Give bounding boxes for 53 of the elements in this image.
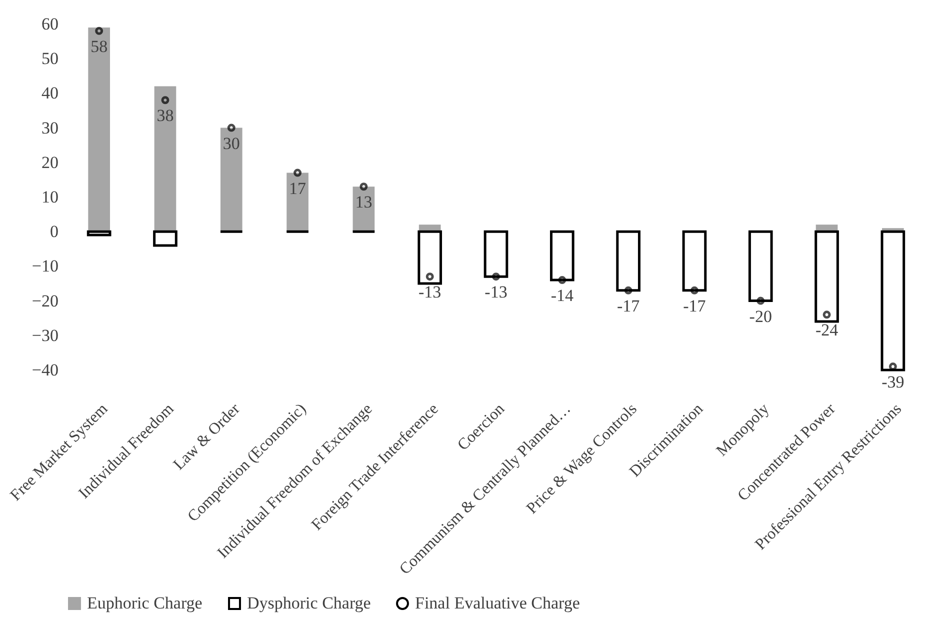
y-tick-label: 60	[42, 14, 58, 34]
point	[426, 272, 434, 281]
point	[822, 310, 831, 319]
point	[294, 168, 302, 177]
data-label: 30	[222, 134, 240, 153]
point	[624, 286, 632, 294]
data-label: -14	[550, 286, 574, 306]
data-label: -17	[683, 296, 706, 316]
point	[161, 96, 170, 104]
bar	[153, 230, 178, 247]
y-tick-label: 40	[42, 84, 58, 103]
y-tick-label: −40	[32, 360, 58, 380]
bar	[814, 230, 839, 323]
point	[95, 26, 104, 35]
data-label: -17	[616, 296, 640, 316]
y-tick-label: 20	[42, 152, 58, 172]
data-label: 38	[156, 106, 174, 126]
data-label: 58	[90, 36, 108, 56]
bar	[220, 128, 242, 232]
data-label: -13	[418, 282, 442, 302]
bar	[286, 172, 308, 232]
y-tick-label: −30	[32, 326, 58, 345]
y-tick-label: 0	[50, 222, 58, 242]
data-label: -13	[484, 282, 508, 302]
data-label: 17	[289, 178, 307, 198]
bar	[484, 230, 508, 278]
point	[558, 276, 566, 284]
bar	[616, 230, 640, 292]
y-tick-label: 30	[42, 118, 58, 138]
y-tick-label: −10	[32, 256, 58, 276]
bar	[86, 230, 112, 236]
bar	[550, 230, 574, 282]
y-tick-label: −20	[32, 291, 58, 310]
legend-label: Euphoric Charge	[87, 594, 202, 613]
data-label: 13	[355, 192, 372, 212]
point	[690, 286, 698, 294]
bar	[748, 230, 773, 302]
y-tick-label: 10	[42, 188, 58, 206]
point	[360, 182, 368, 191]
point	[492, 272, 500, 281]
bar	[880, 230, 906, 372]
data-label: -20	[749, 306, 772, 326]
bar	[682, 230, 707, 292]
data-label: -39	[882, 372, 904, 392]
y-tick-label: 50	[42, 49, 58, 68]
point	[227, 124, 236, 132]
bar	[154, 86, 176, 232]
point	[756, 296, 765, 305]
bar	[88, 27, 110, 232]
bar	[418, 230, 442, 285]
legend-label: Final Evaluative Charge	[415, 594, 580, 613]
data-label: -24	[815, 320, 839, 340]
legend-label: Dysphoric Charge	[247, 594, 371, 613]
